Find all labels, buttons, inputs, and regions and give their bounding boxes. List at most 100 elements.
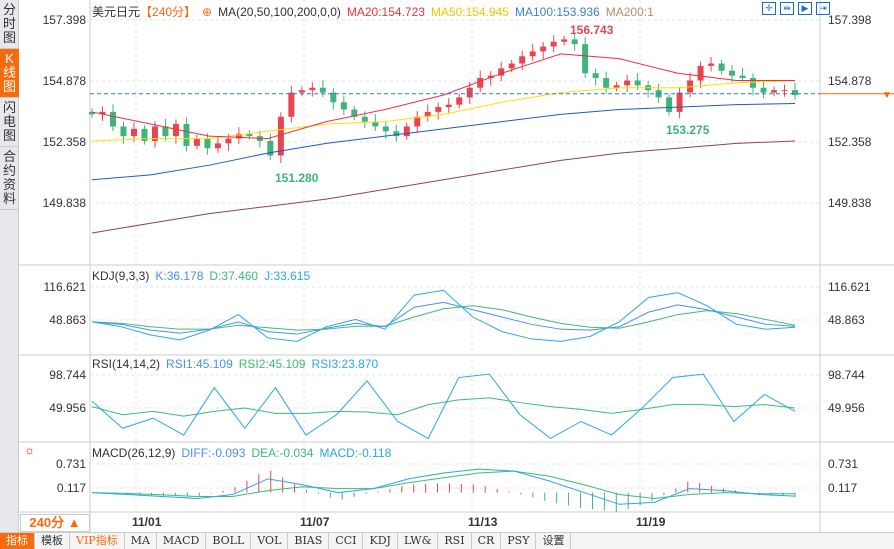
tab-3[interactable]: MA [125, 533, 157, 549]
tab-4[interactable]: MACD [157, 533, 207, 549]
candle-body [403, 126, 410, 137]
rsi2: RSI2:45.109 [238, 357, 306, 371]
axis-label: 152.358 [42, 135, 86, 149]
settings-sun-icon[interactable]: ☼ [24, 443, 35, 457]
candle-body [183, 124, 190, 146]
axis-label: 116.621 [828, 280, 871, 294]
tab-14[interactable]: 设置 [536, 533, 572, 549]
candle-body [603, 78, 610, 88]
tab-5[interactable]: BOLL [206, 533, 252, 549]
ma50-line [91, 79, 796, 142]
candle-body [340, 102, 347, 110]
indicator-tabs: 指标 模板 VIP指标 MA MACD BOLL VOL BIAS CCI KDJ LW& RSI CR… [0, 532, 894, 549]
ma-label[interactable]: MA(20,50,100,200,0,0) [218, 5, 341, 19]
sidebar-tab-1[interactable]: K线图 [0, 49, 19, 98]
sidebar-tab-3[interactable]: 合约资料 [0, 147, 19, 210]
candle-body [120, 126, 127, 137]
candle-body [582, 44, 589, 74]
kdj-label: KDJ(9,3,3) [92, 269, 150, 283]
candle-body [89, 111, 95, 115]
macd-diff-line [91, 468, 796, 505]
period-button[interactable]: 240分 ▲ [20, 514, 90, 532]
candle-body [277, 116, 284, 156]
candle-body [697, 65, 704, 81]
crosshair-tool-icon[interactable]: ✛ [762, 2, 776, 15]
tab-10[interactable]: LW& [398, 533, 439, 549]
tab-0[interactable]: 指标 [0, 533, 35, 549]
kdj-k: K:36.178 [155, 269, 204, 283]
tab-1[interactable]: 模板 [35, 533, 70, 549]
price-annotation: 153.275 [666, 123, 710, 137]
macd-dea: DEA:-0.034 [251, 446, 314, 460]
rsi3: RSI3:23.870 [311, 357, 379, 371]
candle-body [613, 85, 620, 88]
candle-body [508, 63, 515, 69]
candle-body [708, 63, 715, 66]
candle-body [267, 140, 274, 156]
candle-body [130, 128, 137, 137]
date-label: 11/07 [300, 515, 330, 529]
macd-diff: DIFF:-0.093 [181, 446, 246, 460]
candle-body [739, 75, 746, 79]
candle-body [592, 73, 599, 79]
candle-body [487, 75, 494, 79]
axis-label: 154.878 [42, 74, 86, 88]
candle-body [214, 143, 221, 149]
macd-macd: MACD:-0.118 [319, 446, 392, 460]
candle-body [435, 107, 442, 112]
play-icon[interactable]: ▶ [798, 2, 812, 15]
zoom-range-icon[interactable]: ⇹ [780, 2, 794, 15]
date-label: 11/19 [636, 515, 666, 529]
rsi-label: RSI(14,14,2) [92, 357, 161, 371]
tab-2[interactable]: VIP指标 [70, 533, 125, 549]
chart-tools: ✛ ⇹ ▶ ⇥ [762, 2, 830, 15]
axis-label: 49.956 [828, 401, 865, 415]
candle-body [372, 121, 379, 127]
axis-label: 149.838 [42, 196, 86, 210]
tab-6[interactable]: VOL [251, 533, 289, 549]
axis-label: 157.398 [828, 13, 872, 27]
goto-end-icon[interactable]: ⇥ [816, 2, 830, 15]
axis-label: 149.838 [828, 196, 872, 210]
axis-label: 0.731 [828, 457, 859, 471]
period-label: 【240分】 [140, 5, 197, 19]
axis-label: 157.398 [42, 13, 86, 27]
kdj-header: KDJ(9,3,3) K:36.178 D:37.460 J:33.615 [92, 269, 316, 283]
candle-body [99, 111, 106, 115]
candle-body [193, 138, 200, 146]
tab-7[interactable]: BIAS [288, 533, 330, 549]
sidebar-tab-0[interactable]: 分时图 [0, 0, 19, 49]
tab-8[interactable]: CCI [329, 533, 364, 549]
kdj-k-line [91, 301, 796, 335]
candle-body [162, 126, 169, 137]
candle-body [729, 70, 736, 76]
candle-body [393, 131, 400, 137]
sidebar-tab-2[interactable]: 闪电图 [0, 98, 19, 147]
rsi2-line [91, 397, 796, 417]
kdj-d-line [91, 305, 796, 331]
ma100-value: MA100:153.936 [514, 5, 600, 19]
kdj-j-line [91, 289, 796, 342]
axis-label: 0.117 [828, 481, 858, 495]
candle-body [676, 92, 683, 112]
axis-label: 98.744 [828, 368, 865, 382]
candle-body [424, 111, 431, 117]
axis-label: 98.744 [49, 368, 86, 382]
candle-body [288, 92, 295, 117]
rsi1: RSI1:45.109 [166, 357, 233, 371]
tab-9[interactable]: KDJ [363, 533, 398, 549]
axis-label: 0.731 [55, 457, 86, 471]
tab-12[interactable]: CR [472, 533, 502, 549]
candle-body [561, 39, 568, 42]
tab-11[interactable]: RSI [438, 533, 472, 549]
candle-body [529, 51, 536, 57]
macd-label: MACD(26,12,9) [92, 446, 176, 460]
candle-body [624, 80, 631, 86]
axis-label: 152.358 [828, 135, 872, 149]
chart-canvas[interactable]: ▼ 156.743 151.280 153.275 [0, 0, 894, 532]
crosshair-icon[interactable]: ⊕ [202, 5, 213, 19]
axis-label: 0.117 [56, 481, 86, 495]
tab-13[interactable]: PSY [501, 533, 537, 549]
axis-label: 154.878 [828, 74, 872, 88]
candle-body [466, 87, 473, 98]
